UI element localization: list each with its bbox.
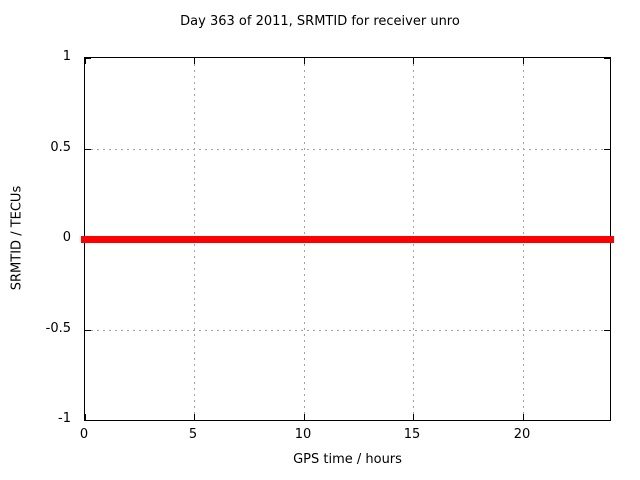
x-tick-label: 20 — [513, 427, 531, 442]
y-tick-label: -1 — [58, 411, 71, 426]
y-tick-mark — [604, 58, 610, 59]
chart-title: Day 363 of 2011, SRMTID for receiver unr… — [180, 14, 460, 29]
y-tick-mark — [85, 149, 91, 150]
x-tick-mark — [413, 58, 414, 64]
x-tick-mark — [304, 58, 305, 64]
x-tick-label: 10 — [294, 427, 312, 442]
grid-line-y — [85, 149, 610, 150]
x-tick-mark — [85, 414, 86, 420]
y-tick-mark — [604, 330, 610, 331]
series-line — [81, 236, 614, 243]
grid-line-y — [85, 330, 610, 331]
y-tick-mark — [85, 58, 91, 59]
x-tick-mark — [194, 58, 195, 64]
y-tick-mark — [604, 420, 610, 421]
x-tick-label: 0 — [79, 427, 89, 442]
x-tick-label: 5 — [188, 427, 198, 442]
y-tick-label: 1 — [62, 49, 71, 64]
x-tick-label: 15 — [403, 427, 421, 442]
x-tick-mark — [85, 58, 86, 64]
x-tick-mark — [413, 414, 414, 420]
x-tick-mark — [523, 414, 524, 420]
y-tick-label: -0.5 — [45, 321, 71, 336]
y-tick-mark — [85, 420, 91, 421]
x-tick-mark — [304, 414, 305, 420]
y-tick-mark — [85, 330, 91, 331]
plot-area — [81, 57, 614, 421]
x-axis-label: GPS time / hours — [293, 452, 402, 467]
x-tick-mark — [523, 58, 524, 64]
y-tick-mark — [604, 149, 610, 150]
y-tick-label: 0.5 — [50, 140, 71, 155]
x-tick-mark — [194, 414, 195, 420]
y-tick-label: 0 — [62, 230, 71, 245]
